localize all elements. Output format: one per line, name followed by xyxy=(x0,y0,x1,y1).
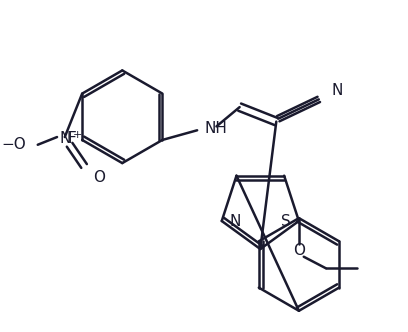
Text: O: O xyxy=(93,170,105,185)
Text: −O: −O xyxy=(1,137,26,152)
Text: O: O xyxy=(293,243,305,258)
Text: NH: NH xyxy=(205,121,228,136)
Text: N: N xyxy=(331,83,343,98)
Text: S: S xyxy=(282,213,291,228)
Text: F: F xyxy=(68,130,76,145)
Text: +: + xyxy=(73,130,82,140)
Text: N: N xyxy=(59,131,71,146)
Text: N: N xyxy=(229,213,241,228)
